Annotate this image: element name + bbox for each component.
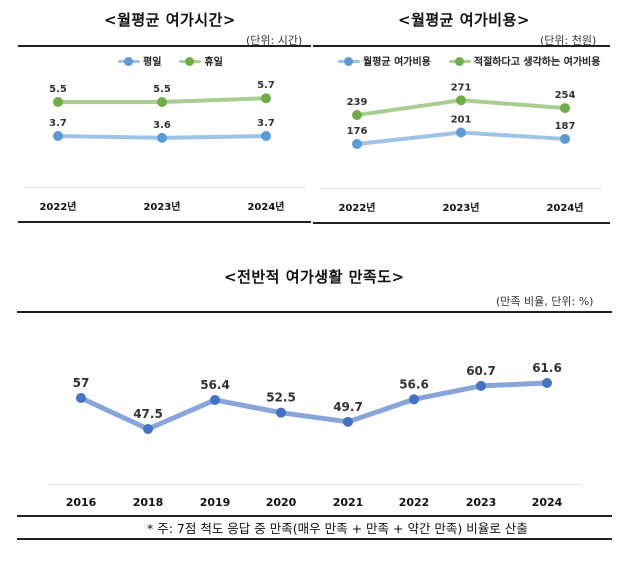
chart3-data-point [409, 394, 419, 405]
chart1-data-point [53, 97, 63, 107]
chart2-top-rule [313, 45, 610, 47]
chart1-x-tick-label: 2023년 [143, 200, 180, 213]
chart2-legend-item: 적절하다고 생각하는 여가비용 [448, 53, 601, 68]
chart3-data-label: 47.5 [133, 407, 163, 421]
chart1-data-label: 3.6 [153, 120, 171, 131]
chart1-legend: 평일 휴일 [118, 53, 223, 68]
chart1-bottom-rule [18, 221, 311, 223]
chart3-x-tick-label: 2024 [532, 496, 563, 509]
chart3-x-tick-label: 2023 [466, 496, 497, 509]
chart1-data-point [261, 93, 271, 104]
chart2-legend-item: 월평균 여가비용 [338, 53, 431, 68]
chart3-data-point [276, 407, 286, 418]
chart1-data-point [261, 131, 271, 141]
chart2-data-point [560, 133, 570, 144]
chart2-data-label: 271 [451, 82, 472, 93]
legend-line-marker-icon [118, 56, 140, 66]
chart1-unit: (단위: 시간) [246, 34, 303, 47]
chart2-data-point [352, 110, 362, 120]
chart1-data-label: 5.5 [153, 84, 171, 95]
chart3-x-tick-label: 2019 [200, 496, 231, 509]
chart3-top-rule [17, 311, 612, 313]
chart3-data-label: 52.5 [266, 391, 296, 405]
chart2-data-label: 254 [555, 90, 576, 101]
chart3-data-label: 60.7 [466, 364, 496, 378]
chart3-data-point [210, 394, 220, 405]
chart2-data-point [456, 127, 466, 138]
chart3-data-point [542, 377, 552, 388]
chart1-data-label: 5.7 [257, 80, 275, 91]
chart3-data-point [76, 393, 86, 403]
chart3-title: <전반적 여가생활 만족도> [224, 268, 405, 286]
legend-line-marker-icon [179, 56, 202, 66]
chart2-legend: 월평균 여가비용 적절하다고 생각하는 여가비용 [338, 53, 600, 68]
chart3-x-tick-label: 2018 [133, 496, 164, 509]
chart2-data-point [456, 95, 466, 106]
chart2-data-point [560, 103, 570, 114]
chart2-data-point [352, 139, 362, 149]
chart3-x-tick-label: 2022 [399, 496, 430, 509]
chart3-data-label: 61.6 [532, 361, 562, 375]
chart3-data-point [143, 424, 153, 434]
chart3-axis-line [47, 484, 582, 485]
chart1-top-rule [18, 45, 311, 47]
chart3-x-tick-label: 2021 [333, 496, 364, 509]
chart3-data-point [343, 416, 353, 427]
chart1-data-label: 3.7 [257, 118, 275, 129]
chart1-x-tick-label: 2022년 [39, 200, 76, 213]
chart1-legend-item: 휴일 [179, 53, 223, 68]
chart1-data-point [157, 132, 167, 143]
chart3-data-label: 57 [73, 376, 90, 390]
chart1-data-point [53, 131, 63, 141]
chart1-legend-item: 평일 [118, 53, 161, 68]
chart3-bottom-rule [17, 515, 612, 517]
chart1-legend-label: 휴일 [204, 57, 223, 68]
chart1-data-label: 3.7 [49, 118, 67, 129]
chart2-x-tick-label: 2022년 [338, 201, 375, 214]
chart3-data-label: 56.4 [200, 378, 230, 392]
chart3-x-tick-label: 2020 [266, 496, 297, 509]
chart3-data-label: 56.6 [399, 377, 429, 391]
chart1-legend-label: 평일 [143, 57, 162, 68]
chart2-bottom-rule [313, 222, 610, 224]
chart3-x-tick-label: 2016 [66, 496, 97, 509]
legend-line-marker-icon [338, 56, 360, 66]
chart2-x-tick-label: 2024년 [546, 201, 583, 214]
chart2-axis-line [320, 188, 602, 189]
chart2-x-tick-label: 2023년 [442, 201, 479, 214]
chart1-axis-line [24, 187, 306, 188]
chart2-unit: (단위: 천원) [540, 34, 597, 47]
chart3-footnote-rule [17, 538, 612, 540]
legend-line-marker-icon [448, 56, 471, 66]
chart1-data-label: 5.5 [49, 84, 67, 95]
chart2-data-label: 239 [347, 97, 368, 108]
chart2-legend-label: 적절하다고 생각하는 여가비용 [473, 57, 601, 68]
chart3-data-point [476, 380, 486, 391]
chart2-data-label: 187 [555, 121, 576, 132]
chart3-series-line [78, 380, 550, 432]
chart1-title: <월평균 여가시간> [104, 11, 236, 29]
chart2-data-label: 176 [347, 126, 368, 137]
chart2-legend-label: 월평균 여가비용 [363, 57, 431, 68]
chart1-data-point [157, 97, 167, 107]
chart3-footnote: * 주: 7점 척도 응답 중 만족(매우 만족 + 만족 + 약간 만족) 비… [147, 521, 528, 536]
chart2-title: <월평균 여가비용> [398, 11, 530, 29]
chart2-data-label: 201 [451, 114, 472, 125]
chart3-data-label: 49.7 [333, 400, 363, 414]
chart3-unit: (만족 비율, 단위: %) [496, 295, 594, 308]
chart1-x-tick-label: 2024년 [247, 200, 284, 213]
